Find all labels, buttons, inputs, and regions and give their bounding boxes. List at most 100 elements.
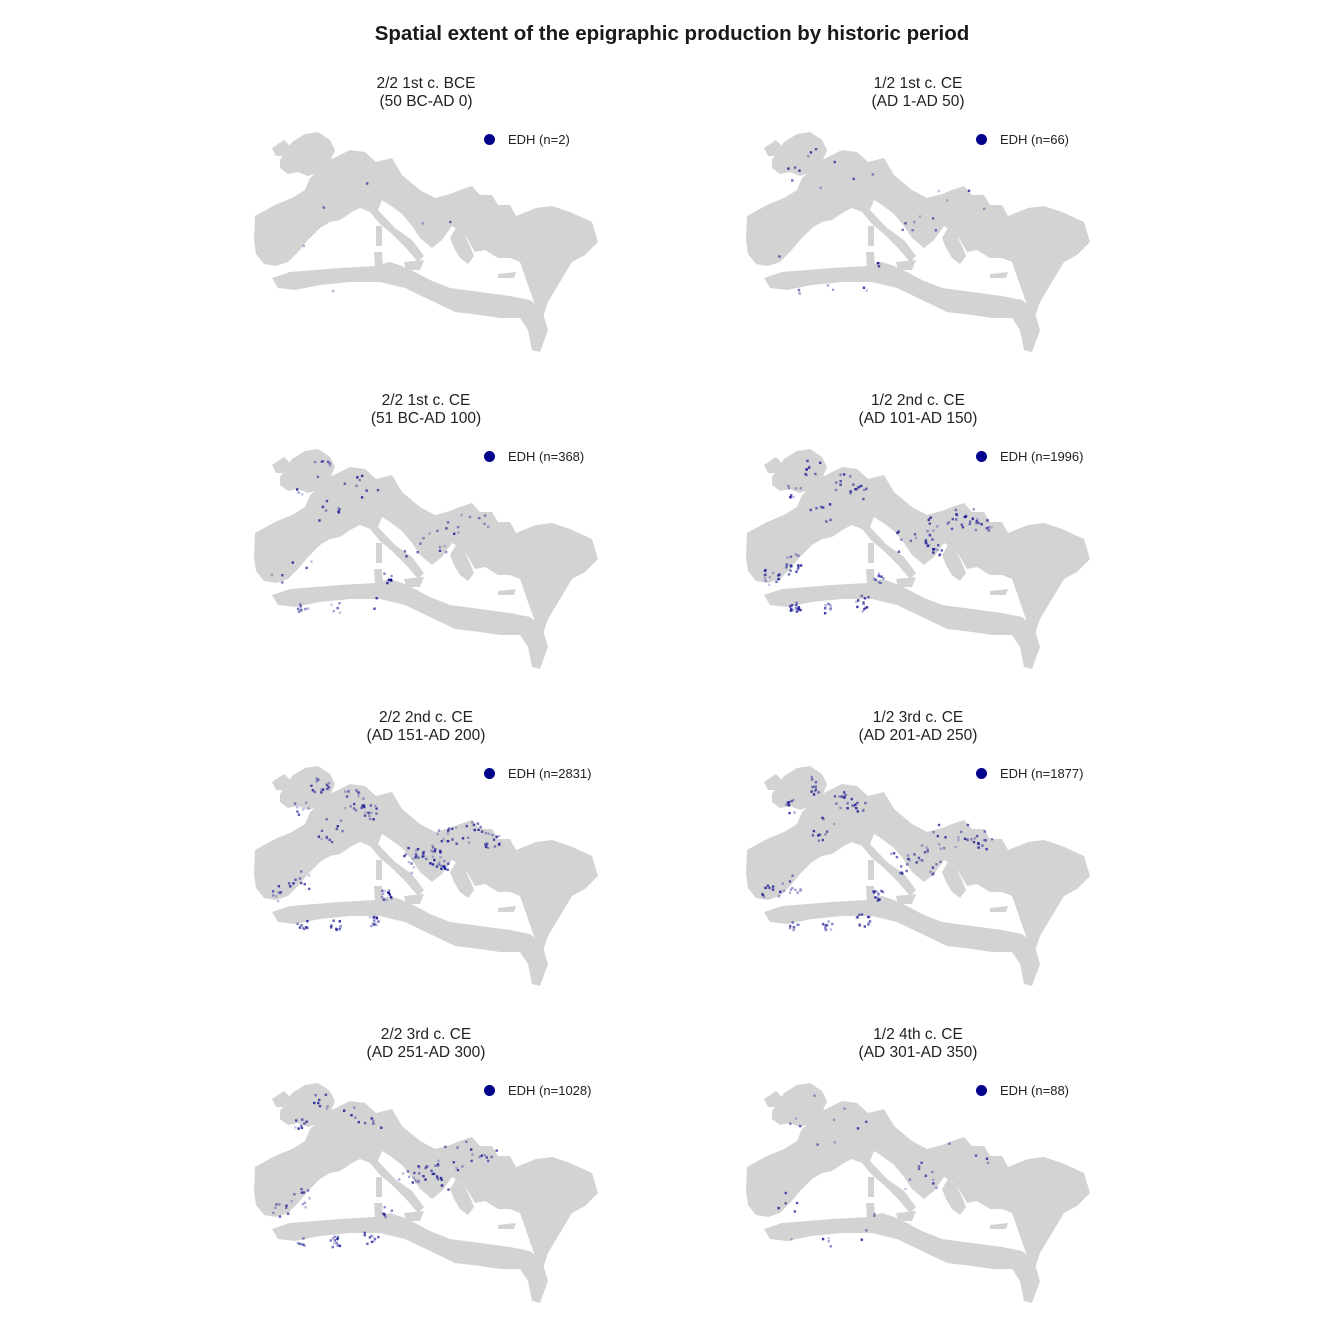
inscription-point (320, 788, 323, 791)
inscription-point (855, 916, 859, 919)
inscription-point (877, 265, 881, 268)
inscription-point (814, 785, 817, 788)
inscription-point (294, 1126, 297, 1129)
roman-empire-map (746, 132, 1090, 352)
inscription-point (315, 780, 318, 783)
inscription-point (366, 1242, 369, 1245)
land-shape (868, 1177, 874, 1197)
inscription-point (460, 513, 463, 517)
inscription-point (856, 801, 859, 805)
land-shape (254, 784, 598, 954)
inscription-point (300, 1191, 304, 1194)
inscription-point (794, 487, 798, 490)
inscription-point (407, 860, 411, 864)
inscription-point (789, 609, 793, 612)
inscription-point (337, 510, 340, 513)
inscription-point (926, 544, 929, 548)
inscription-point (957, 836, 960, 839)
inscription-point (777, 895, 781, 898)
inscription-point (799, 889, 802, 893)
roman-empire-map (254, 1083, 598, 1303)
inscription-point (435, 1175, 439, 1178)
inscription-point (911, 229, 914, 232)
inscription-point (788, 801, 791, 804)
inscription-point (793, 926, 796, 929)
inscription-point (285, 1204, 288, 1207)
inscription-point (972, 840, 976, 844)
inscription-point (437, 862, 440, 865)
inscription-point (829, 608, 832, 611)
inscription-point (447, 1188, 450, 1191)
land-shape (764, 1091, 784, 1107)
inscription-point (445, 839, 449, 843)
inscription-point (849, 490, 852, 493)
inscription-point (470, 1148, 473, 1151)
land-shape (374, 1203, 383, 1219)
inscription-point (936, 548, 939, 552)
land-shape (990, 272, 1008, 278)
inscription-point (823, 924, 826, 927)
inscription-point (861, 610, 865, 613)
inscription-point (821, 816, 824, 820)
inscription-point (840, 795, 844, 798)
inscription-point (768, 576, 771, 579)
inscription-point (339, 924, 342, 928)
inscription-point (824, 607, 827, 610)
inscription-point (455, 842, 458, 845)
land-shape (450, 228, 474, 264)
inscription-point (470, 1159, 473, 1163)
inscription-point (768, 583, 771, 586)
panel-date-range: (AD 251-AD 300) (366, 1044, 486, 1061)
inscription-point (924, 1174, 927, 1177)
inscription-point (932, 1182, 935, 1185)
inscription-point (787, 484, 790, 488)
inscription-point (975, 520, 978, 523)
land-shape (498, 906, 516, 912)
inscription-point (304, 801, 308, 805)
land-shape (280, 766, 335, 810)
inscription-point (942, 846, 946, 850)
inscription-point (789, 555, 793, 558)
inscription-point (899, 871, 902, 875)
inscription-point (871, 173, 874, 176)
inscription-point (764, 886, 767, 890)
inscription-point (878, 898, 881, 901)
inscription-point (336, 1244, 339, 1247)
inscription-point (422, 850, 425, 854)
inscription-point (846, 802, 849, 805)
inscription-point (296, 1241, 300, 1245)
inscription-point (301, 493, 304, 496)
inscription-point (810, 778, 814, 781)
inscription-point (440, 867, 443, 870)
inscription-point (929, 516, 932, 519)
inscription-point (854, 488, 857, 491)
land-shape (868, 860, 874, 880)
inscription-point (281, 574, 284, 577)
inscription-point (970, 838, 973, 841)
land-shape (764, 1213, 1040, 1303)
inscription-point (827, 1237, 830, 1240)
inscription-point (771, 885, 775, 888)
inscription-point (974, 1154, 978, 1157)
inscription-point (822, 818, 825, 821)
inscription-point (786, 801, 789, 804)
inscription-point (791, 609, 795, 612)
inscription-point (370, 1234, 373, 1237)
inscription-point (939, 860, 942, 864)
inscription-point (389, 579, 393, 582)
inscription-point (879, 581, 882, 585)
inscription-point (375, 917, 379, 920)
inscription-point (281, 581, 284, 584)
inscription-point (788, 880, 792, 883)
inscription-point (924, 538, 928, 542)
inscription-point (855, 488, 859, 491)
inscription-point (354, 809, 358, 812)
inscription-point (438, 860, 441, 864)
inscription-point (328, 838, 331, 842)
inscription-point (892, 852, 896, 855)
inscription-point (796, 923, 799, 926)
inscription-point (777, 1206, 780, 1210)
inscription-point (438, 863, 441, 866)
inscription-point (785, 563, 788, 566)
inscription-point (854, 803, 857, 806)
